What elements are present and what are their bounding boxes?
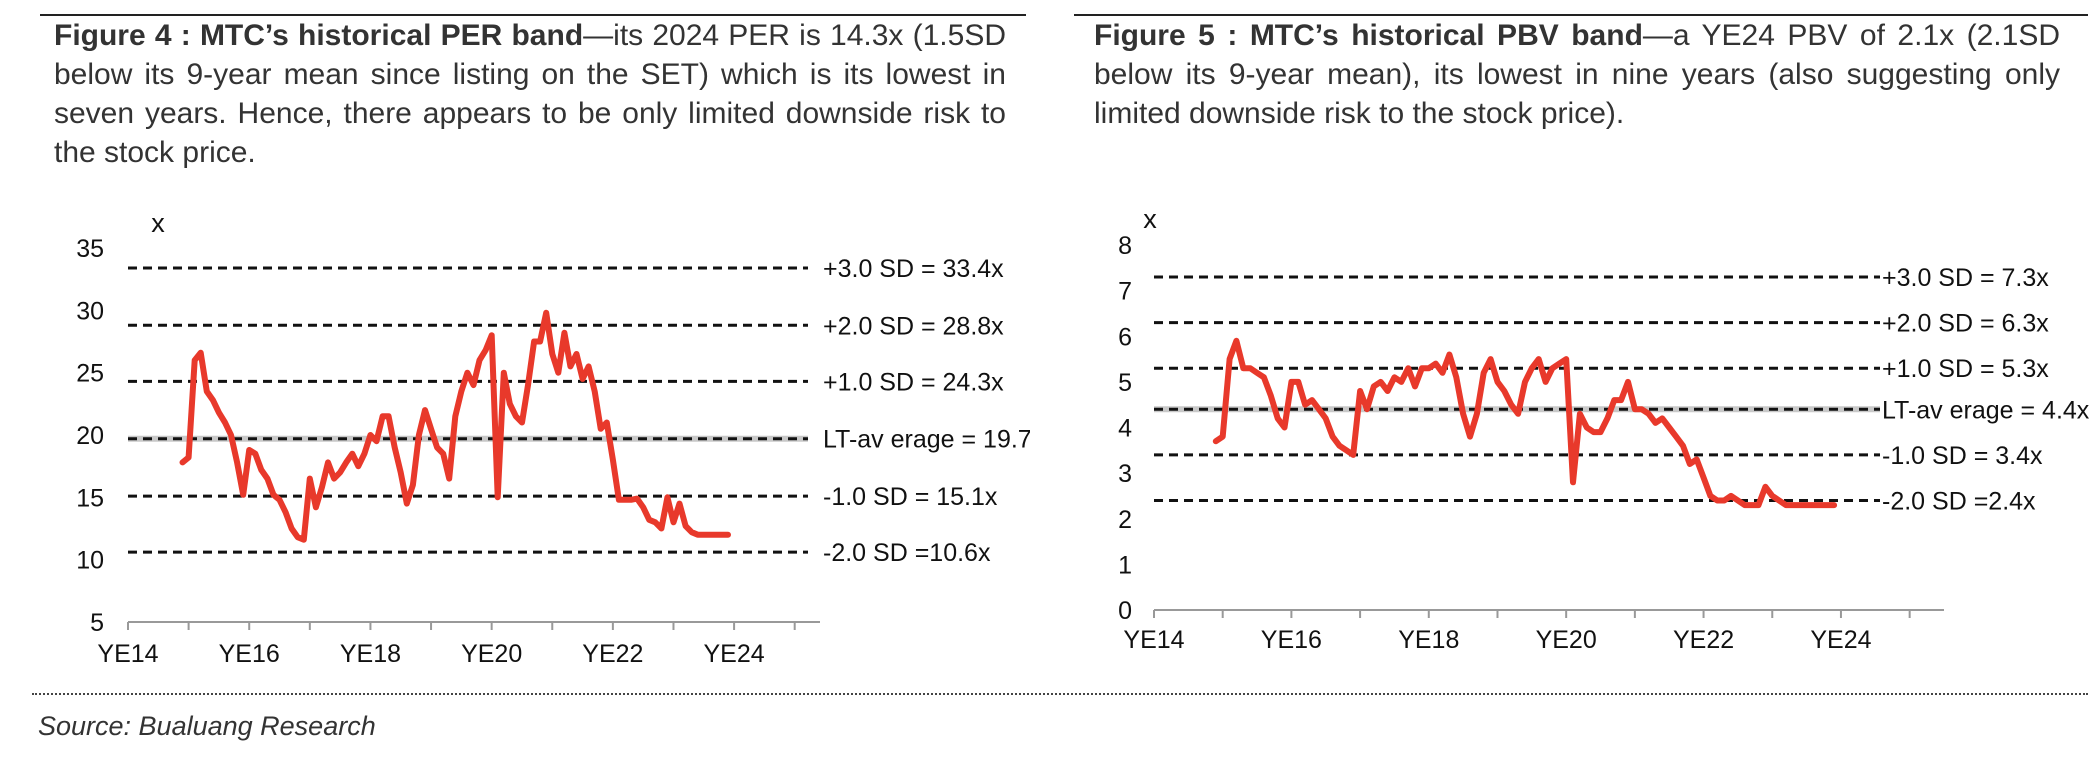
sd-band-label: +3.0 SD = 7.3x (1882, 264, 2049, 292)
y-tick-label: 20 (76, 422, 104, 450)
figure-5-caption-title: Figure 5 : MTC’s historical PBV band (1094, 19, 1643, 52)
x-tick-label: YE24 (704, 640, 765, 668)
x-tick-label: YE16 (219, 640, 280, 668)
lt-average-label: LT-av erage = 19.7x (823, 426, 1030, 454)
pbv-series-line (1212, 337, 1838, 509)
x-tick-label: YE14 (1123, 626, 1184, 654)
lt-average-label: LT-av erage = 4.4x (1882, 396, 2090, 424)
y-tick-label: 30 (76, 297, 104, 325)
sd-band-label: +1.0 SD = 24.3x (823, 368, 1004, 396)
footer-divider (32, 693, 2088, 695)
figure-4-caption: Figure 4 : MTC’s historical PER band—its… (54, 16, 1006, 172)
y-tick-label: 25 (76, 360, 104, 388)
sd-band-label: -2.0 SD =10.6x (823, 539, 991, 567)
x-tick-label: YE16 (1261, 626, 1322, 654)
x-tick-label: YE20 (461, 640, 522, 668)
source-note: Source: Bualuang Research (38, 711, 376, 741)
sd-band-label: -1.0 SD = 3.4x (1882, 442, 2043, 470)
y-tick-label: 5 (90, 609, 104, 637)
sd-band-label: +3.0 SD = 33.4x (823, 255, 1004, 283)
y-tick-label: 8 (1118, 232, 1132, 260)
x-tick-label: YE18 (1398, 626, 1459, 654)
sd-band-label: +1.0 SD = 5.3x (1882, 355, 2049, 383)
figure-5-caption: Figure 5 : MTC’s historical PBV band—a Y… (1094, 16, 2060, 133)
y-tick-label: 4 (1118, 415, 1132, 443)
top-rule (40, 14, 1026, 16)
figure-4-caption-title: Figure 4 : MTC’s historical PER band (54, 19, 584, 52)
y-tick-label: 10 (76, 547, 104, 575)
y-axis-label: x (1143, 204, 1157, 234)
x-tick-label: YE20 (1536, 626, 1597, 654)
y-tick-label: 3 (1118, 460, 1132, 488)
per-series-line (179, 309, 731, 543)
y-tick-label: 0 (1118, 597, 1132, 625)
y-tick-label: 15 (76, 484, 104, 512)
y-tick-label: 2 (1118, 506, 1132, 534)
x-tick-label: YE22 (1673, 626, 1734, 654)
sd-band-label: -1.0 SD = 15.1x (823, 483, 998, 511)
y-tick-label: 35 (76, 235, 104, 263)
sd-band-label: +2.0 SD = 28.8x (823, 312, 1004, 340)
y-tick-label: 7 (1118, 278, 1132, 306)
top-rule (1074, 14, 2088, 16)
sd-band-label: -2.0 SD =2.4x (1882, 488, 2036, 516)
y-tick-label: 1 (1118, 551, 1132, 579)
x-tick-label: YE22 (582, 640, 643, 668)
figure-5-caption-text: —a YE24 PBV of 2.1x (2.1SD below its 9-y… (1094, 19, 2060, 130)
per-band-chart: 5 10 15 20 25 30 35 x YE14 YE16 YE18 YE20 YE22 YE24 +3… (76, 208, 1030, 668)
sd-band-label: +2.0 SD = 6.3x (1882, 310, 2049, 338)
x-tick-label: YE24 (1810, 626, 1871, 654)
y-axis-label: x (151, 208, 165, 238)
x-tick-label: YE14 (97, 640, 158, 668)
figure-4-caption-text: —its 2024 PER is 14.3x (1.5SD below its … (54, 19, 1006, 169)
y-tick-label: 5 (1118, 369, 1132, 397)
y-tick-label: 6 (1118, 323, 1132, 351)
x-tick-label: YE18 (340, 640, 401, 668)
pbv-band-chart: 0 1 2 3 4 5 6 7 8x YE14 YE16 YE18 YE20 YE22 YE24 +3.0 S… (1118, 204, 2090, 654)
